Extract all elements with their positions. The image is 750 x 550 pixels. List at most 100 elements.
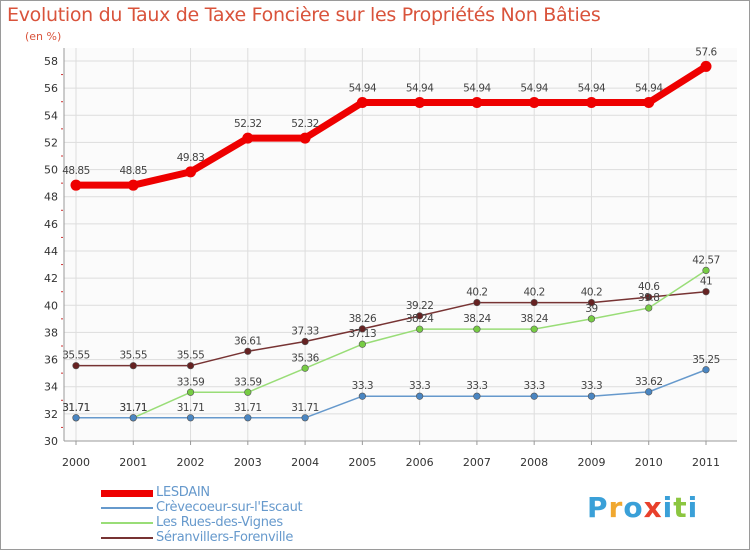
data-label: 31.71 <box>119 402 147 414</box>
y-tick-label: 56 <box>44 82 58 95</box>
data-label: 35.55 <box>177 350 205 362</box>
data-point <box>645 304 653 312</box>
proxiti-logo: Proxiti <box>587 491 698 524</box>
data-label: 54.94 <box>406 83 434 95</box>
data-label: 35.25 <box>692 354 720 366</box>
logo-letter: x <box>643 491 663 524</box>
data-point <box>416 325 424 333</box>
x-tick-label: 2004 <box>291 456 319 469</box>
y-tick-label: 44 <box>44 245 58 258</box>
data-label: 52.32 <box>234 118 262 130</box>
y-tick-label: 50 <box>44 164 58 177</box>
data-label: 39 <box>585 303 597 315</box>
data-label: 54.94 <box>520 83 548 95</box>
y-tick-label: 46 <box>44 218 58 231</box>
data-label: 33.3 <box>466 380 487 392</box>
data-label: 33.62 <box>635 376 663 388</box>
data-point <box>244 414 252 422</box>
data-label: 54.94 <box>463 83 491 95</box>
data-point <box>129 414 137 422</box>
data-point <box>702 366 710 374</box>
data-point <box>129 362 137 370</box>
data-point <box>702 266 710 275</box>
data-point <box>186 388 195 396</box>
y-tick-label: 48 <box>44 191 58 204</box>
data-label: 31.71 <box>119 402 147 414</box>
data-point <box>356 97 368 109</box>
series-line <box>75 290 707 367</box>
y-tick-label: 58 <box>44 55 58 68</box>
legend-swatch <box>101 522 153 524</box>
data-point <box>244 388 252 396</box>
data-point <box>127 179 139 191</box>
y-tick-label: 42 <box>44 272 58 285</box>
data-label: 54.94 <box>635 83 663 95</box>
data-label: 48.85 <box>62 165 90 177</box>
y-tick-label: 30 <box>44 435 58 448</box>
data-point <box>358 325 366 333</box>
data-point <box>70 179 82 191</box>
x-tick-label: 2010 <box>635 456 663 469</box>
series-0 <box>70 60 712 191</box>
data-label: 33.59 <box>234 376 262 388</box>
data-point <box>416 392 424 400</box>
data-label: 48.85 <box>119 165 147 177</box>
data-label: 37.33 <box>291 326 319 338</box>
data-label: 49.83 <box>177 152 205 164</box>
data-label: 38.24 <box>463 313 491 325</box>
unit-label: (en %) <box>25 30 62 43</box>
data-label: 31.71 <box>291 402 319 414</box>
data-label: 38.24 <box>520 313 548 325</box>
data-point <box>414 97 426 109</box>
legend-swatch <box>101 507 153 509</box>
data-label: 35.55 <box>119 350 147 362</box>
logo-letter: i <box>687 491 699 524</box>
logo-letter: o <box>623 491 644 524</box>
data-point <box>528 97 540 109</box>
x-tick-label: 2002 <box>177 456 205 469</box>
data-label: 36.61 <box>234 335 262 347</box>
data-point <box>473 298 481 307</box>
x-tick-label: 2001 <box>119 456 147 469</box>
data-label: 40.2 <box>581 287 602 299</box>
logo-letter: r <box>608 491 624 524</box>
x-tick-label: 2003 <box>234 456 262 469</box>
data-point <box>530 298 538 307</box>
series-1 <box>72 366 710 422</box>
legend-label: Les Rues-des-Vignes <box>156 515 283 530</box>
chart-title: Evolution du Taux de Taxe Foncière sur l… <box>7 4 601 26</box>
legend-swatch <box>101 489 153 497</box>
x-tick-label: 2000 <box>62 456 90 469</box>
x-tick-label: 2008 <box>520 456 548 469</box>
data-label: 31.71 <box>62 402 90 414</box>
series-line <box>72 62 710 189</box>
data-point <box>242 132 254 144</box>
y-tick-label: 32 <box>44 408 58 421</box>
data-point <box>72 414 80 422</box>
data-point <box>643 97 655 109</box>
data-point <box>530 392 538 400</box>
data-point <box>185 166 197 178</box>
data-point <box>416 312 424 320</box>
data-label: 54.94 <box>349 83 377 95</box>
data-label: 33.3 <box>409 380 430 392</box>
data-label: 35.55 <box>62 350 90 362</box>
data-label: 31.71 <box>62 402 90 414</box>
plot-area <box>64 48 737 441</box>
data-point <box>587 392 596 400</box>
data-point <box>301 337 309 346</box>
data-point <box>645 293 653 301</box>
data-point <box>645 388 653 396</box>
data-label: 39.22 <box>406 300 434 312</box>
series-line <box>75 269 707 419</box>
data-point <box>358 392 366 400</box>
logo-letter: t <box>673 491 688 524</box>
x-tick-label: 2011 <box>692 456 720 469</box>
data-point <box>358 340 366 348</box>
logo-letter: i <box>662 491 674 524</box>
data-point <box>301 414 309 422</box>
series-line <box>75 369 707 419</box>
x-tick-label: 2009 <box>577 456 605 469</box>
data-point <box>186 362 195 370</box>
